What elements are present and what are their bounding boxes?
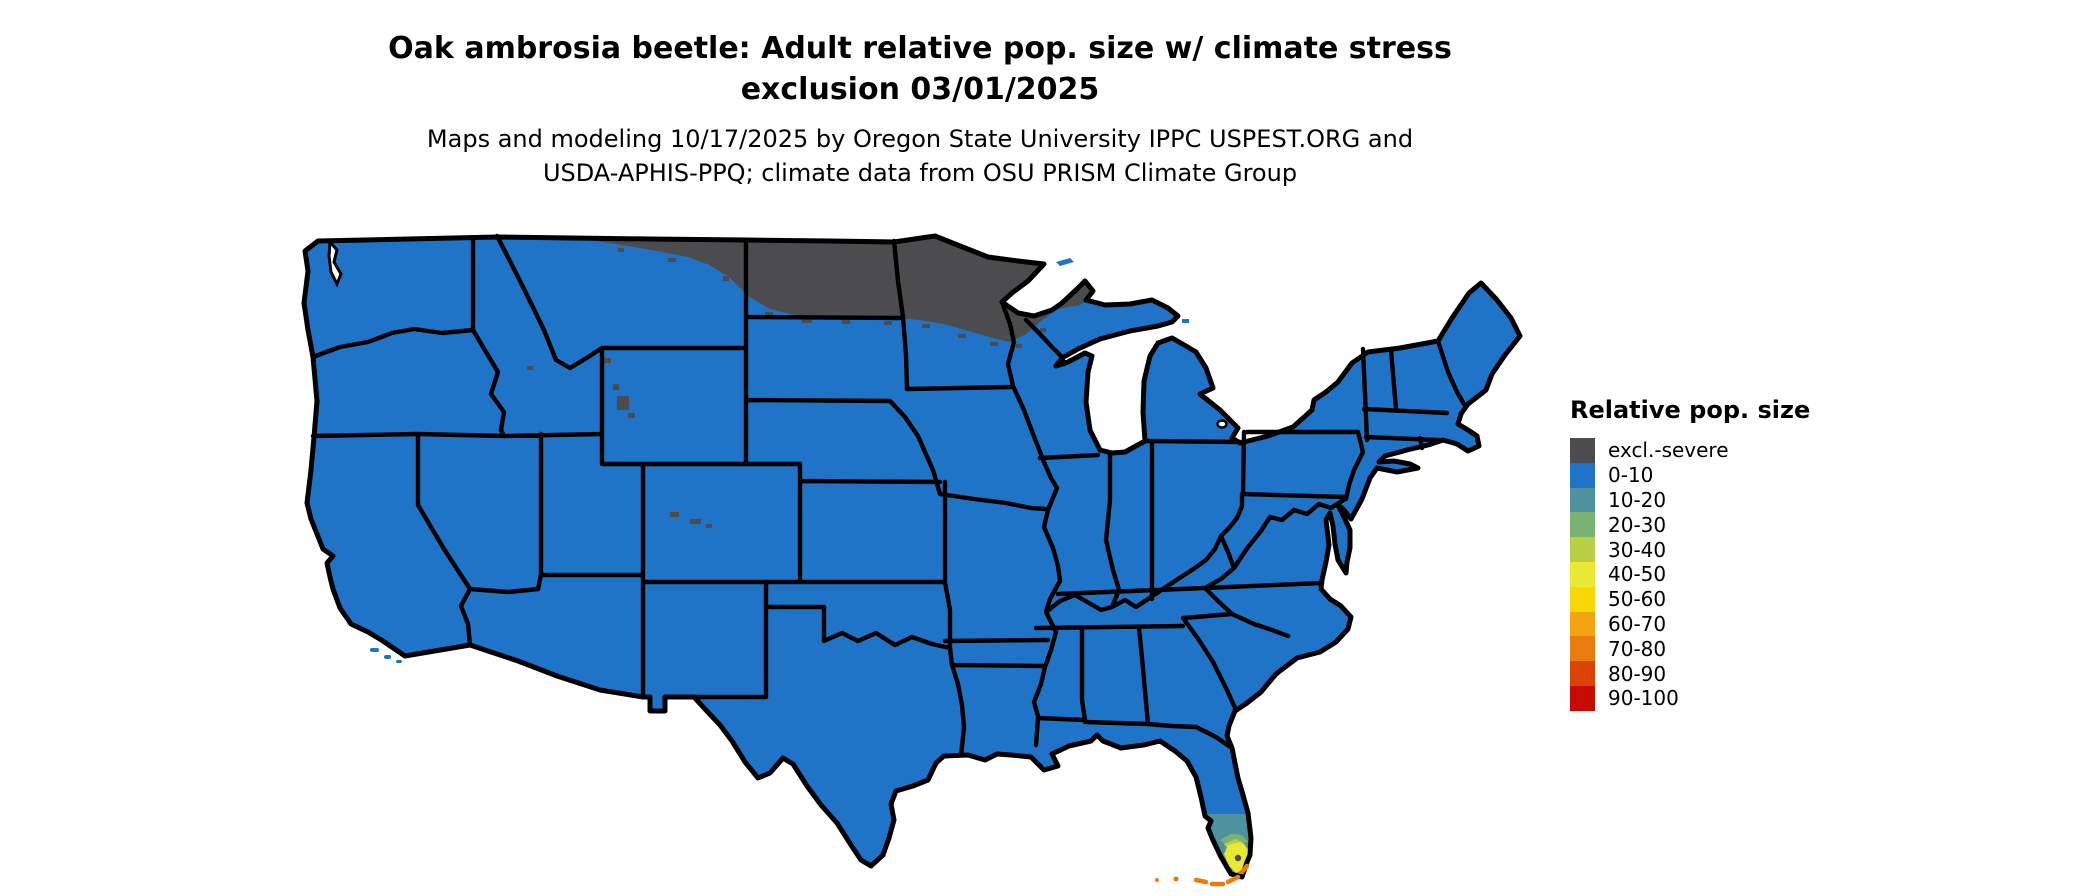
legend-label: 30-40 bbox=[1608, 537, 1667, 562]
map-title-line1: Oak ambrosia beetle: Adult relative pop.… bbox=[388, 31, 1452, 66]
legend-label: 20-30 bbox=[1608, 512, 1667, 537]
map-title-line2: exclusion 03/01/2025 bbox=[740, 72, 1100, 107]
legend-swatch-70-80 bbox=[1570, 636, 1595, 662]
legend-label: 0-10 bbox=[1608, 463, 1654, 488]
legend-row: 0-10 bbox=[1570, 462, 1830, 488]
legend-label: 90-100 bbox=[1608, 686, 1679, 711]
exclusion-region bbox=[527, 236, 1095, 528]
channel-islands bbox=[370, 648, 402, 663]
legend-title: Relative pop. size bbox=[1570, 396, 1811, 424]
legend-swatch-40-50 bbox=[1570, 561, 1595, 587]
legend-swatch-10-20 bbox=[1570, 487, 1595, 513]
map-subtitle-line1: Maps and modeling 10/17/2025 by Oregon S… bbox=[426, 125, 1414, 153]
legend-row: 40-50 bbox=[1570, 561, 1830, 587]
conus-outline bbox=[301, 233, 1523, 880]
legend-rows: excl.-severe 0-10 10-20 20-30 30-40 40-5… bbox=[1570, 438, 1830, 711]
legend-label: 80-90 bbox=[1608, 661, 1667, 686]
legend-row: 80-90 bbox=[1570, 661, 1830, 686]
legend-swatch-0-10 bbox=[1570, 462, 1595, 488]
legend-label: 40-50 bbox=[1608, 562, 1667, 587]
mackinac-island-speck bbox=[1182, 319, 1189, 323]
isle-royale-island bbox=[1056, 258, 1074, 266]
legend-swatch-20-30 bbox=[1570, 512, 1595, 538]
legend-row: 20-30 bbox=[1570, 512, 1830, 538]
map-subtitle-line2: USDA-APHIS-PPQ; climate data from OSU PR… bbox=[542, 159, 1298, 187]
legend-label: 10-20 bbox=[1608, 487, 1667, 512]
legend-label: 60-70 bbox=[1608, 611, 1667, 636]
legend-row: 10-20 bbox=[1570, 487, 1830, 513]
legend-label: excl.-severe bbox=[1608, 438, 1729, 463]
legend-swatch-60-70 bbox=[1570, 611, 1595, 637]
florida-exclusion-dot bbox=[1234, 854, 1242, 862]
conus-landmass bbox=[304, 236, 1520, 877]
legend-row: 30-40 bbox=[1570, 537, 1830, 562]
legend-label: 50-60 bbox=[1608, 587, 1667, 612]
legend-swatch-30-40 bbox=[1570, 537, 1595, 562]
legend-swatch-50-60 bbox=[1570, 586, 1595, 612]
map-title: Oak ambrosia beetle: Adult relative pop.… bbox=[388, 28, 1452, 110]
legend-row: excl.-severe bbox=[1570, 438, 1830, 463]
legend-row: 90-100 bbox=[1570, 685, 1830, 711]
legend-swatch-80-90 bbox=[1570, 661, 1595, 686]
legend-row: 60-70 bbox=[1570, 611, 1830, 637]
puget-sound-inlet bbox=[327, 238, 343, 288]
state-borders bbox=[310, 233, 1467, 758]
legend: Relative pop. size excl.-severe 0-10 10-… bbox=[1570, 396, 1830, 711]
legend-row: 50-60 bbox=[1570, 586, 1830, 612]
map-subtitle: Maps and modeling 10/17/2025 by Oregon S… bbox=[427, 122, 1413, 190]
legend-label: 70-80 bbox=[1608, 636, 1667, 661]
legend-swatch-excl-severe bbox=[1570, 438, 1595, 463]
lake-st-clair bbox=[1216, 419, 1228, 429]
coastal-details bbox=[327, 238, 1250, 887]
florida-keys bbox=[1155, 863, 1250, 887]
legend-row: 70-80 bbox=[1570, 636, 1830, 662]
legend-swatch-90-100 bbox=[1570, 685, 1595, 711]
